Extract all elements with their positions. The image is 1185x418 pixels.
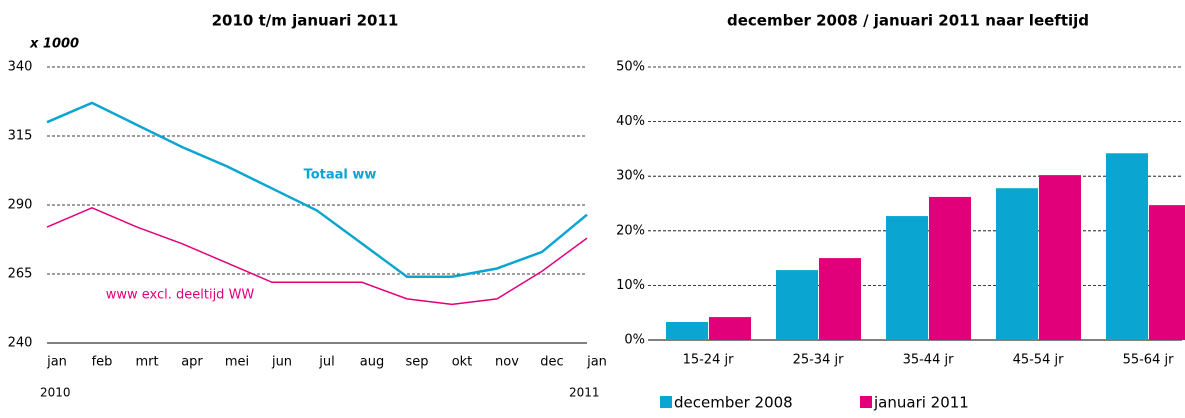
legend-swatch: [860, 396, 872, 408]
legend-swatch: [660, 396, 672, 408]
chart-title: december 2008 / januari 2011 naar leefti…: [727, 12, 1089, 30]
bar: [819, 258, 861, 340]
bar: [709, 317, 751, 340]
bar: [666, 321, 708, 340]
y-unit: x 1000: [29, 37, 79, 52]
bar: [929, 196, 971, 340]
x-tick-label: okt: [452, 355, 473, 370]
y-tick-label: 240: [8, 336, 33, 351]
x-tick-label: aug: [360, 355, 384, 370]
x-tick-label: 45-54 jr: [1013, 353, 1065, 368]
y-tick-label: 20%: [616, 223, 645, 238]
x-tick-label: nov: [495, 355, 519, 370]
y-tick-label: 340: [8, 60, 33, 75]
x-tick-label: 25-34 jr: [793, 353, 845, 368]
bar: [996, 188, 1038, 340]
bar: [1106, 153, 1148, 340]
year-label: 2011: [569, 386, 600, 400]
x-tick-label: mrt: [135, 355, 158, 370]
x-tick-label: dec: [540, 355, 563, 370]
x-tick-label: jul: [318, 355, 334, 370]
y-tick-label: 10%: [616, 278, 645, 293]
y-tick-label: 265: [8, 267, 33, 282]
bar: [886, 216, 928, 340]
x-tick-label: apr: [181, 355, 203, 370]
chart-title: 2010 t/m januari 2011: [212, 12, 399, 30]
legend-label: december 2008: [674, 394, 793, 412]
x-tick-label: sep: [405, 355, 428, 370]
series-line: [46, 206, 588, 306]
y-tick-label: 40%: [616, 114, 645, 129]
bar: [776, 270, 818, 340]
y-tick-label: 30%: [616, 169, 645, 184]
x-tick-label: feb: [92, 355, 113, 370]
x-tick-label: mei: [225, 355, 249, 370]
x-tick-label: 35-44 jr: [903, 353, 955, 368]
y-tick-label: 50%: [616, 60, 645, 75]
legend-label: januari 2011: [873, 394, 969, 412]
y-tick-label: 0%: [624, 333, 645, 348]
bar: [1039, 175, 1081, 340]
series-label: www excl. deeltijd WW: [106, 288, 255, 303]
series-line: [46, 101, 588, 279]
x-tick-label: 55-64 jr: [1123, 353, 1175, 368]
y-tick-label: 315: [8, 129, 33, 144]
y-tick-label: 290: [8, 198, 33, 213]
bar: [1149, 205, 1185, 340]
x-tick-label: jan: [46, 355, 67, 370]
series-label: Totaal ww: [304, 168, 377, 183]
x-tick-label: jun: [271, 355, 292, 370]
year-label: 2010: [40, 386, 71, 400]
x-tick-label: 15-24 jr: [683, 353, 735, 368]
x-tick-label: jan: [586, 355, 607, 370]
